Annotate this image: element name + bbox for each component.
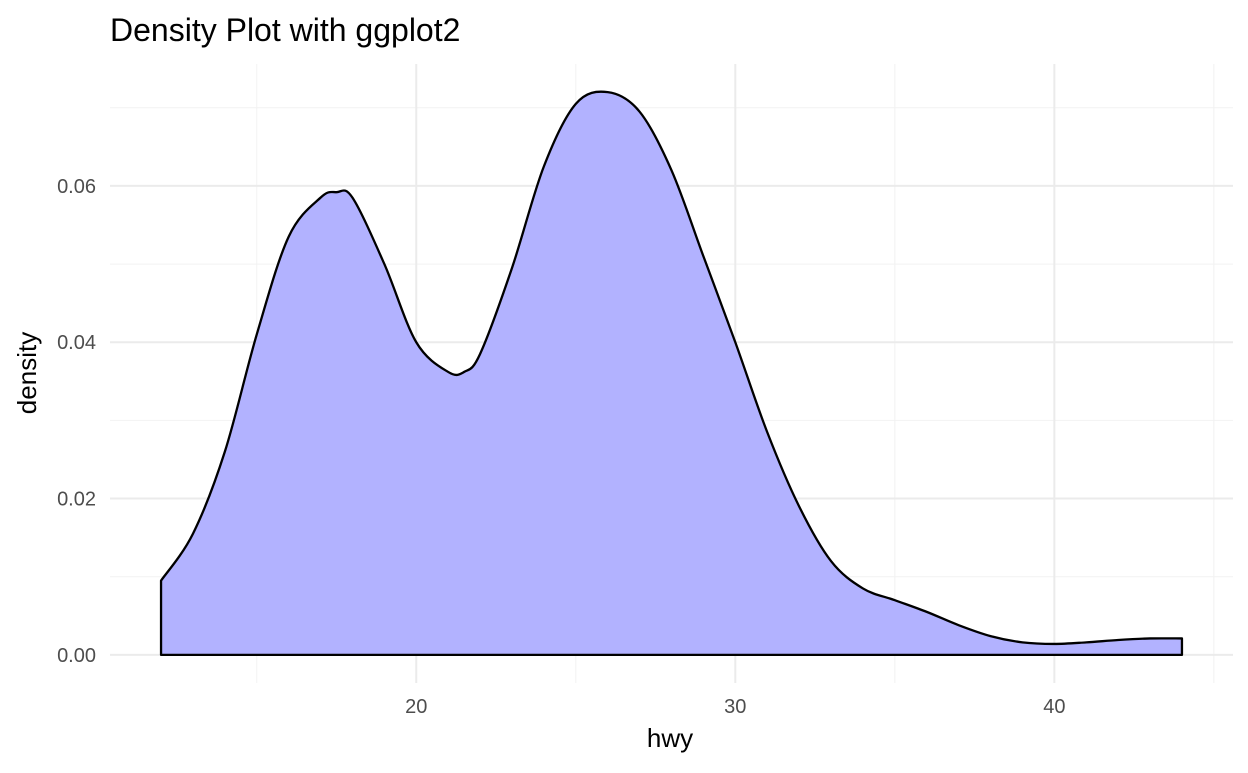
chart-title: Density Plot with ggplot2 <box>110 12 460 48</box>
x-tick-label-1: 30 <box>724 696 746 718</box>
y-tick-label-1: 0.02 <box>57 489 96 511</box>
tick-layer: 20 30 40 0.00 0.02 0.04 0.06 <box>57 176 1065 718</box>
y-tick-label-2: 0.04 <box>57 332 96 354</box>
x-axis-title: hwy <box>647 723 693 753</box>
density-area <box>161 91 1182 655</box>
y-tick-label-0: 0.00 <box>57 645 96 667</box>
x-tick-label-2: 40 <box>1043 696 1065 718</box>
density-layer <box>159 90 1184 657</box>
y-axis-title: density <box>12 332 42 414</box>
density-outline <box>159 90 1184 657</box>
x-tick-label-0: 20 <box>405 696 427 718</box>
y-tick-label-3: 0.06 <box>57 176 96 198</box>
